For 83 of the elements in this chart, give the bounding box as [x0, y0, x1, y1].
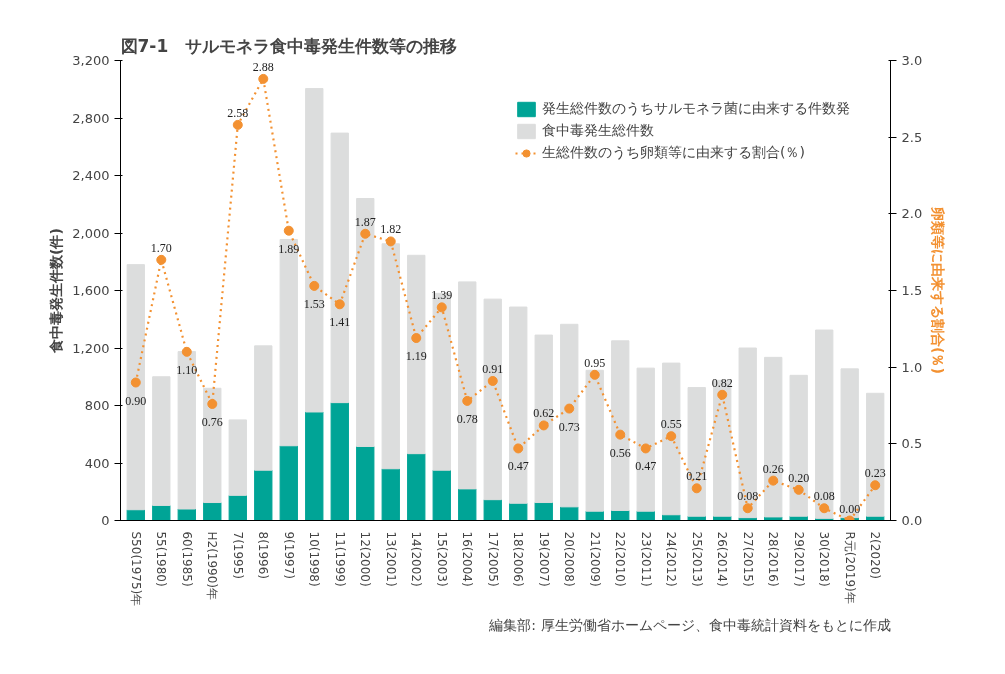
data-label: 0.62: [533, 406, 555, 421]
data-label: 0.78: [456, 411, 478, 426]
data-label: 0.00: [839, 501, 861, 516]
y-tick-label: 400: [84, 455, 110, 471]
x-tick-label: 22(2010): [613, 531, 628, 587]
y-axis-title: 食中毒発生件数(件): [48, 228, 65, 354]
y2-axis-title: 卵類等に由来する割合(％): [930, 206, 947, 374]
data-label: 1.70: [150, 240, 172, 255]
x-tick-label: 29(2017): [791, 531, 806, 587]
data-label: 0.56: [609, 445, 631, 460]
data-label: 0.08: [737, 489, 759, 504]
x-tick-label: 13(2001): [383, 531, 398, 587]
x-tick-label: 24(2012): [664, 531, 679, 587]
data-label: 1.82: [380, 222, 402, 237]
data-label: 0.95: [584, 355, 606, 370]
y2-tick-label: 3.0: [901, 53, 923, 68]
y-tick-label: 2,800: [72, 110, 110, 126]
data-label: 0.47: [507, 459, 529, 474]
y2-tick-label: 0.0: [901, 513, 923, 528]
x-tick-label: 26(2014): [715, 531, 730, 587]
y2-tick-label: 0.5: [901, 436, 923, 452]
x-tick-label: 14(2002): [409, 531, 424, 587]
y2-tick-label: 2.0: [901, 206, 923, 222]
x-tick-label: 10(1998): [307, 531, 322, 587]
data-label: 0.47: [635, 459, 657, 474]
data-label: 0.82: [711, 375, 733, 390]
x-tick-label: R元(2019)年: [842, 531, 857, 604]
text: 編集部: 厚生労働省ホームページ、食中毒統計資料をもとに作成: [488, 616, 891, 633]
x-tick-label: 12(2000): [358, 531, 373, 587]
y2-tick-label: 2.5: [901, 129, 923, 145]
data-label: 0.55: [660, 417, 682, 432]
data-label: 1.53: [303, 296, 325, 311]
x-tick-label: 9(1997): [281, 531, 296, 580]
x-tick-label: H2(1990)年: [205, 531, 220, 601]
x-tick-label: 19(2007): [536, 531, 551, 587]
x-tick-label: 18(2006): [511, 531, 526, 587]
x-tick-label: S50(1975)年: [128, 531, 143, 607]
y-tick-label: 0: [101, 513, 110, 528]
x-tick-label: 7(1995): [230, 531, 245, 580]
data-label: 1.87: [354, 214, 376, 229]
data-label: 0.20: [788, 470, 810, 485]
legend-label: 生総件数のうち卵類等に由来する割合(％): [542, 144, 805, 162]
x-tick-label: 15(2003): [434, 531, 449, 587]
y-tick-label: 1,600: [72, 283, 110, 298]
y2-tick-label: 1.5: [901, 283, 923, 298]
x-tick-label: 16(2004): [460, 531, 475, 587]
y-tick-label: 2,000: [72, 225, 110, 241]
data-label: 0.90: [125, 393, 147, 408]
x-tick-label: 27(2015): [740, 531, 755, 587]
x-tick-label: 8(1996): [256, 531, 271, 580]
data-label: 0.91: [482, 361, 504, 376]
data-label: 0.23: [864, 466, 886, 481]
data-label: 2.58: [227, 105, 249, 120]
legend-label: 食中毒発生総件数: [542, 122, 654, 140]
x-tick-label: 11(1999): [332, 531, 347, 587]
x-tick-label: 28(2016): [766, 531, 781, 587]
data-label: 2.88: [252, 59, 274, 74]
x-tick-label: 30(2018): [817, 531, 832, 587]
data-label: 0.08: [813, 489, 835, 504]
y-tick-label: 3,200: [72, 53, 110, 68]
y2-tick-label: 1.0: [901, 359, 923, 375]
y-tick-label: 1,200: [72, 340, 110, 356]
data-label: 0.76: [201, 414, 223, 429]
y-tick-label: 800: [84, 398, 110, 413]
data-label: 0.73: [558, 419, 580, 434]
x-tick-label: 21(2009): [587, 531, 602, 587]
x-tick-label: 55(1980): [154, 531, 169, 587]
data-label: 1.10: [176, 362, 198, 377]
legend-label: 発生総件数のうちサルモネラ菌に由来する件数発: [542, 100, 850, 118]
y-tick-label: 2,400: [72, 168, 110, 183]
x-tick-label: 23(2011): [638, 531, 653, 587]
data-label: 1.19: [405, 349, 427, 364]
x-tick-label: 25(2013): [689, 531, 704, 587]
x-tick-label: 17(2005): [485, 531, 500, 587]
x-tick-label: 2(2020): [868, 531, 883, 580]
data-label: 0.26: [762, 461, 784, 476]
data-label: 1.89: [278, 241, 300, 256]
data-label: 0.21: [686, 469, 708, 484]
data-label: 1.41: [329, 315, 351, 330]
data-label: 1.39: [431, 288, 453, 303]
x-tick-label: 60(1985): [179, 531, 194, 587]
x-tick-label: 20(2008): [562, 531, 577, 587]
chart-title: 図7-1 サルモネラ食中毒発生件数等の推移: [120, 35, 458, 56]
